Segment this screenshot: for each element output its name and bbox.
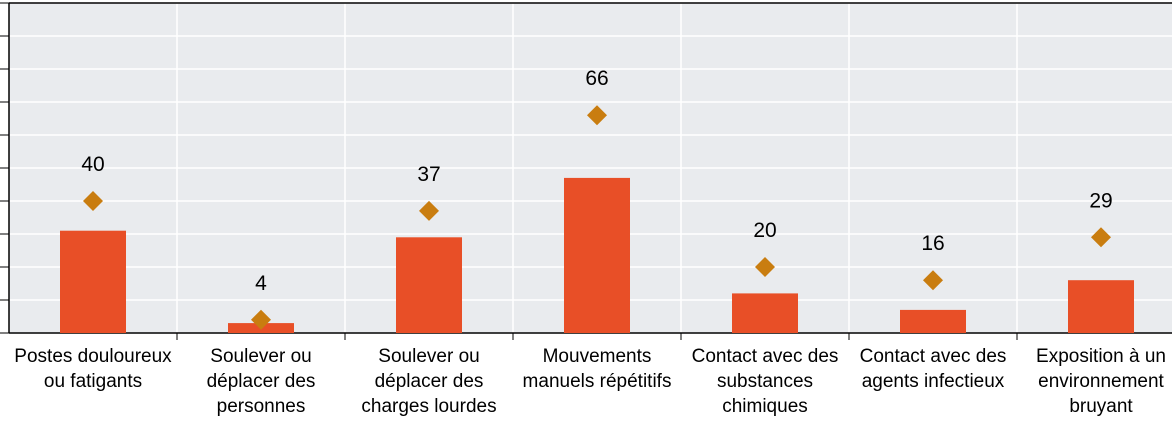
diamond-marker (251, 309, 271, 330)
bar (564, 177, 630, 333)
bar (396, 237, 462, 333)
data-label: 4 (255, 272, 267, 295)
diamond-marker (419, 200, 439, 221)
data-label: 40 (81, 153, 104, 176)
x-tick-label: Exposition à un environnement bruyant (1036, 346, 1166, 417)
data-label: 16 (921, 232, 944, 255)
data-label: 37 (417, 163, 440, 186)
data-label: 66 (585, 67, 608, 90)
diamond-marker (923, 270, 943, 291)
bar (1068, 280, 1134, 333)
diamond-marker (587, 105, 607, 126)
x-tick-label: Postes douloureux ou fatigants (14, 346, 172, 392)
x-tick-label: Soulever ou déplacer des charges lourdes (361, 346, 497, 417)
bar (900, 309, 966, 333)
diamond-marker (83, 191, 103, 211)
plot: 40 4 37 66 20 16 29 (0, 2, 1172, 340)
data-label: 29 (1089, 189, 1112, 212)
diamond-marker (755, 257, 775, 277)
x-tick-label: Soulever ou déplacer des personnes (206, 346, 316, 417)
x-tick-label: Contact avec des agents infectieux (859, 346, 1007, 392)
bar (732, 293, 798, 333)
x-tick-label: Mouvements manuels répétitifs (522, 346, 672, 392)
bar (60, 230, 126, 333)
data-label: 20 (753, 219, 776, 242)
x-tick-label: Contact avec des substances chimiques (691, 346, 839, 417)
diamond-marker (1091, 227, 1111, 248)
